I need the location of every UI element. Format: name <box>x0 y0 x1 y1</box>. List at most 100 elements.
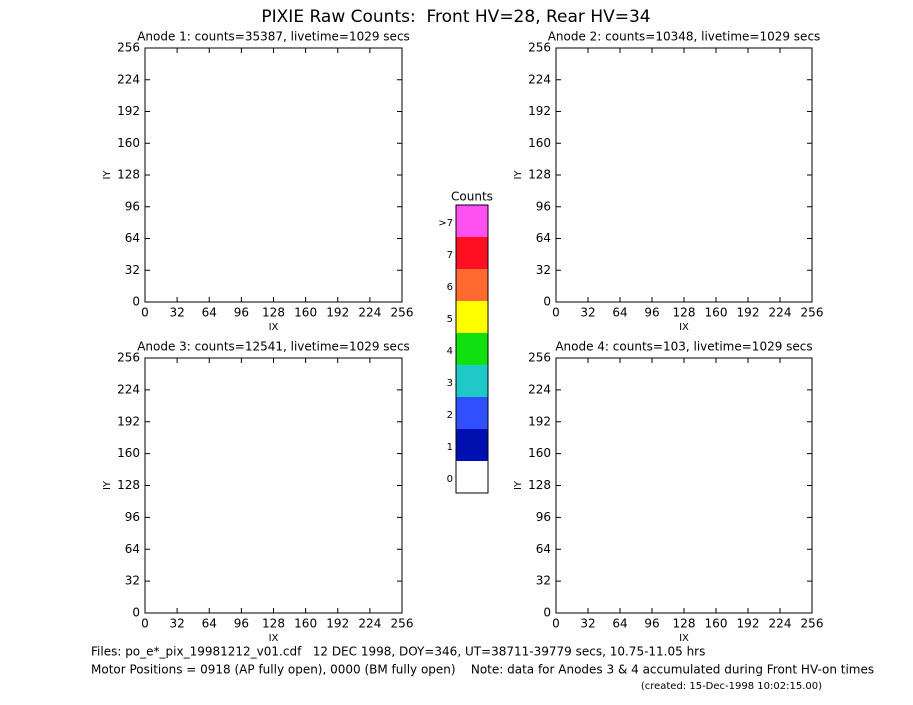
y-tick-label: 256 <box>528 351 551 365</box>
y-tick-label: 128 <box>117 168 140 182</box>
x-tick-label: 32 <box>169 617 184 631</box>
y-tick-label: 160 <box>117 446 140 460</box>
y-tick-label: 32 <box>536 263 551 277</box>
y-tick-label: 128 <box>528 168 551 182</box>
colorbar-frame <box>455 204 489 494</box>
x-tick-label: 128 <box>262 306 285 320</box>
x-tick-label: 160 <box>294 617 317 631</box>
colorbar-label: 0 <box>447 474 453 485</box>
x-tick-label: 224 <box>358 306 381 320</box>
x-tick-label: 0 <box>552 617 560 631</box>
x-tick-label: 128 <box>673 617 696 631</box>
plot-frame <box>555 357 813 614</box>
x-tick-label: 224 <box>358 617 381 631</box>
y-tick-label: 96 <box>125 199 140 213</box>
x-tick-label: 64 <box>202 306 217 320</box>
x-tick-label: 160 <box>294 306 317 320</box>
x-tick-label: 160 <box>705 617 728 631</box>
y-tick-label: 64 <box>536 231 551 245</box>
x-tick-label: 192 <box>737 617 760 631</box>
y-tick-label: 96 <box>536 510 551 524</box>
panel-title: Anode 2: counts=10348, livetime=1029 sec… <box>548 30 821 44</box>
footer-line: (created: 15-Dec-1998 10:02:15.00) <box>641 681 822 692</box>
y-tick-label: 160 <box>528 446 551 460</box>
y-tick-label: 256 <box>117 351 140 365</box>
color-swatch <box>456 269 488 301</box>
y-tick-label: 64 <box>125 231 140 245</box>
y-tick-label: 0 <box>543 295 551 309</box>
x-axis-label: IX <box>269 322 279 333</box>
colorbar-title: Counts <box>451 190 493 204</box>
colorbar-label: 2 <box>447 410 453 421</box>
y-tick-label: 0 <box>132 606 140 620</box>
y-axis-label: IY <box>102 480 113 490</box>
panel-title: Anode 3: counts=12541, livetime=1029 sec… <box>137 340 410 354</box>
y-tick-label: 128 <box>117 478 140 492</box>
color-swatch <box>456 333 488 365</box>
colorbar-label: 4 <box>447 346 453 357</box>
colorbar-label: 1 <box>447 442 453 453</box>
x-tick-label: 224 <box>769 306 792 320</box>
x-tick-label: 64 <box>612 617 627 631</box>
y-tick-label: 128 <box>528 478 551 492</box>
color-swatch <box>456 365 488 397</box>
x-tick-label: 192 <box>326 617 349 631</box>
y-tick-label: 192 <box>117 104 140 118</box>
y-tick-label: 64 <box>536 542 551 556</box>
x-tick-label: 0 <box>552 306 560 320</box>
y-tick-label: 192 <box>528 104 551 118</box>
panel-title: Anode 1: counts=35387, livetime=1029 sec… <box>137 30 410 44</box>
x-tick-label: 32 <box>580 306 595 320</box>
x-tick-label: 256 <box>801 306 824 320</box>
x-tick-label: 0 <box>141 617 149 631</box>
x-tick-label: 256 <box>801 617 824 631</box>
y-tick-label: 32 <box>536 574 551 588</box>
x-tick-label: 128 <box>673 306 696 320</box>
color-swatch <box>456 301 488 333</box>
plot-frame <box>144 357 403 614</box>
colorbar-label: 7 <box>447 250 453 261</box>
y-tick-label: 32 <box>125 574 140 588</box>
y-axis-label: IY <box>513 170 524 180</box>
colorbar-label: 6 <box>447 282 453 293</box>
x-tick-label: 96 <box>644 617 659 631</box>
y-tick-label: 0 <box>132 295 140 309</box>
y-tick-label: 192 <box>117 414 140 428</box>
x-axis-label: IX <box>679 322 689 333</box>
y-tick-label: 224 <box>528 382 551 396</box>
color-swatch <box>456 237 488 269</box>
x-tick-label: 128 <box>262 617 285 631</box>
y-tick-label: 224 <box>117 72 140 86</box>
plot-frame <box>555 47 813 303</box>
color-swatch <box>456 461 488 493</box>
y-tick-label: 96 <box>125 510 140 524</box>
colorbar-label: >7 <box>438 218 453 229</box>
y-tick-label: 256 <box>528 41 551 55</box>
colorbar-label: 3 <box>447 378 453 389</box>
x-tick-label: 224 <box>769 617 792 631</box>
x-tick-label: 0 <box>141 306 149 320</box>
color-swatch <box>456 205 488 237</box>
main-title: PIXIE Raw Counts: Front HV=28, Rear HV=3… <box>261 7 650 27</box>
x-tick-label: 96 <box>234 617 249 631</box>
color-swatch <box>456 429 488 461</box>
colorbar-label: 5 <box>447 314 453 325</box>
y-tick-label: 160 <box>117 136 140 150</box>
footer-line: Files: po_e*_pix_19981212_v01.cdf 12 DEC… <box>91 645 705 659</box>
y-tick-label: 32 <box>125 263 140 277</box>
y-axis-label: IY <box>513 480 524 490</box>
x-tick-label: 160 <box>705 306 728 320</box>
y-tick-label: 0 <box>543 606 551 620</box>
x-tick-label: 96 <box>234 306 249 320</box>
x-tick-label: 64 <box>612 306 627 320</box>
x-tick-label: 32 <box>580 617 595 631</box>
x-tick-label: 64 <box>202 617 217 631</box>
x-tick-label: 256 <box>391 306 414 320</box>
footer-line: Motor Positions = 0918 (AP fully open), … <box>91 663 874 677</box>
x-tick-label: 192 <box>326 306 349 320</box>
y-tick-label: 160 <box>528 136 551 150</box>
y-tick-label: 224 <box>117 382 140 396</box>
y-tick-label: 96 <box>536 199 551 213</box>
y-axis-label: IY <box>102 170 113 180</box>
